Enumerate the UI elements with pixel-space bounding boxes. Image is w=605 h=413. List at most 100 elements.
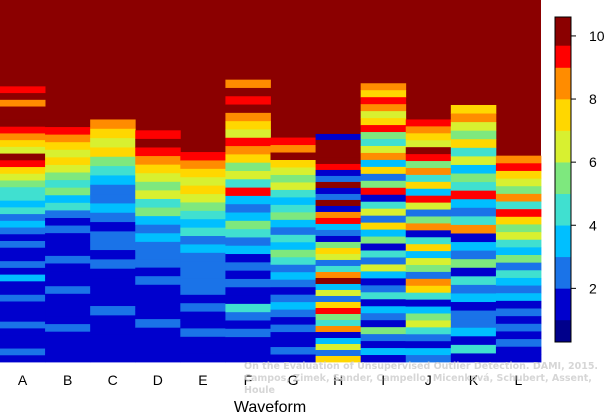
heatmap-cell	[225, 287, 271, 296]
heatmap-cell	[0, 207, 46, 215]
heatmap-cell	[45, 339, 91, 348]
heatmap-cell	[45, 210, 91, 219]
colorbar-segment	[555, 99, 571, 131]
heatmap-cell	[360, 292, 407, 300]
heatmap-cell	[270, 279, 316, 288]
heatmap-cell	[90, 324, 136, 335]
heatmap-cell	[315, 139, 362, 147]
heatmap-cell	[450, 139, 497, 149]
heatmap-cell	[450, 156, 497, 166]
heatmap-cell	[225, 87, 271, 97]
heatmap-cell	[360, 236, 407, 244]
heatmap-cell	[90, 296, 136, 307]
heatmap-cell	[315, 163, 362, 171]
heatmap-cell	[450, 147, 497, 157]
heatmap-cell	[405, 348, 452, 356]
heatmap-cell	[180, 219, 226, 229]
heatmap-cell	[315, 175, 362, 183]
heatmap-cell	[315, 145, 362, 153]
heatmap-cell	[315, 187, 362, 195]
heatmap-cell	[0, 126, 46, 134]
heatmap-cell	[360, 97, 407, 105]
heatmap-cell	[495, 354, 542, 363]
heatmap-cell	[450, 336, 497, 346]
heatmap-cell	[90, 128, 136, 139]
heatmap-cell	[135, 250, 181, 260]
heatmap-cell	[270, 167, 316, 176]
heatmap-cell	[315, 205, 362, 213]
heatmap-cell	[450, 173, 497, 183]
colorbar-tick-label: 10	[589, 28, 605, 44]
heatmap-cell	[45, 119, 91, 128]
heatmap-cell	[315, 211, 362, 219]
heatmap-cell	[360, 166, 407, 175]
heatmap-cell	[495, 193, 542, 202]
heatmap-cell	[180, 194, 226, 203]
heatmap-cell	[270, 174, 316, 183]
heatmap-cell	[225, 212, 271, 222]
heatmap-cell	[495, 346, 542, 355]
heatmap-cell	[0, 294, 46, 302]
heatmap-cell	[360, 327, 407, 335]
heatmap-cell	[270, 219, 316, 228]
heatmap-cell	[90, 175, 136, 186]
heatmap-cell	[360, 313, 407, 321]
heatmap-cell	[90, 352, 136, 363]
heatmap-cell	[135, 336, 181, 346]
heatmap-cell	[225, 154, 271, 164]
heatmap-cell	[180, 210, 226, 220]
heatmap-cell	[180, 152, 226, 161]
heatmap-cell	[405, 341, 452, 349]
heatmap-cell	[450, 242, 497, 252]
heatmap-cell	[405, 230, 452, 238]
heatmap-cell	[405, 181, 452, 190]
heatmap-cell	[90, 231, 136, 242]
heatmap-cell	[450, 190, 497, 200]
heatmap-cell	[0, 288, 46, 296]
heatmap-cell	[225, 337, 271, 346]
heatmap-cell	[0, 86, 46, 94]
x-tick-label: C	[108, 372, 118, 388]
heatmap-cell	[0, 119, 46, 128]
heatmap-cell	[360, 145, 407, 154]
heatmap-cell	[90, 119, 136, 130]
heatmap-cell	[450, 302, 497, 311]
heatmap-cell	[45, 195, 91, 204]
heatmap-cell	[495, 293, 542, 302]
heatmap-cell	[315, 229, 362, 237]
watermark-line-2: Campos, Zimek, Sander, Campello, Micenko…	[244, 373, 592, 396]
heatmap-cell	[360, 348, 407, 356]
heatmap-cell	[180, 303, 226, 313]
heatmap-cell	[450, 113, 497, 123]
heatmap-cell	[90, 334, 136, 344]
heatmap-cell	[495, 186, 542, 195]
heatmap-cell	[225, 104, 271, 114]
heatmap-cell	[90, 240, 136, 251]
colorbar-segment	[555, 67, 571, 100]
heatmap-cell	[315, 133, 362, 141]
heatmap-cell	[270, 160, 316, 168]
heatmap-cell	[45, 149, 91, 158]
heatmap-cell	[45, 293, 91, 302]
heatmap-cell	[45, 271, 91, 280]
heatmap-cell	[495, 216, 542, 225]
colorbar-ticks: 2 4 6 8 10	[571, 28, 605, 296]
heatmap-cell	[450, 276, 497, 286]
heatmap-cell	[360, 250, 407, 258]
heatmap-cell	[450, 233, 497, 243]
heatmap-cell	[180, 168, 226, 178]
heatmap-cell	[45, 233, 91, 242]
x-tick-label: L	[515, 372, 523, 388]
heatmap-cell	[405, 195, 452, 204]
heatmap-cell	[45, 217, 91, 226]
colorbar-tick-label: 2	[589, 280, 597, 296]
heatmap-cell	[90, 250, 136, 260]
citation-watermark: On the Evaluation of Unsupervised Outlie…	[244, 361, 604, 397]
heatmap-cell	[270, 324, 316, 333]
x-tick-label: G	[288, 372, 299, 388]
heatmap-cell	[180, 328, 226, 338]
heatmap-cell	[405, 216, 452, 224]
heatmap-cell	[0, 113, 46, 121]
heatmap-cell	[495, 201, 542, 210]
